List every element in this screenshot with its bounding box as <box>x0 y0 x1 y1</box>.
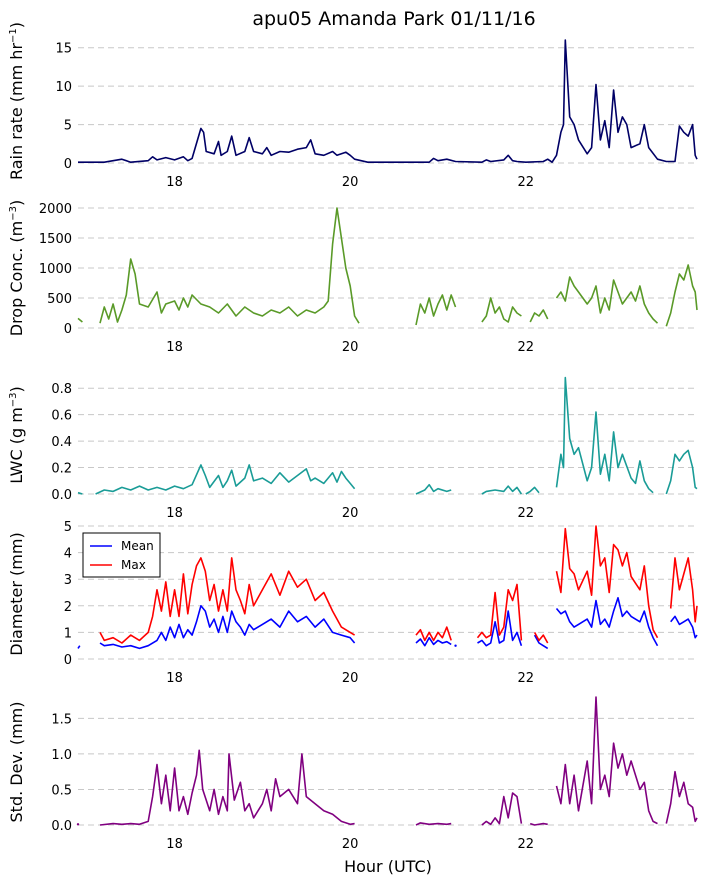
series-line-drop_conc <box>555 276 659 324</box>
series-point <box>454 644 457 647</box>
panel-3: 0.0 0.2 0.4 0.6 0.8 18 20 22 LWC (g m−3) <box>7 376 698 521</box>
series-line-mean <box>415 636 452 647</box>
series-line-std_dev <box>665 770 698 824</box>
y-tick-label: 0.2 <box>51 462 72 477</box>
series-line-max <box>555 525 659 639</box>
y-tick-label: 0.0 <box>51 819 72 834</box>
x-tick-label: 18 <box>166 175 183 190</box>
x-tick-label: 18 <box>166 671 183 686</box>
series-point <box>76 823 80 826</box>
y-axis-label: Std. Dev. (mm) <box>7 702 26 823</box>
y-tick-label: 1000 <box>39 262 72 277</box>
panel-2: 0 500 1000 1500 2000 18 20 22 Drop Conc. (m−3) <box>7 200 698 355</box>
legend-label: Mean <box>121 539 154 553</box>
y-tick-label: 0 <box>64 157 72 172</box>
series-line-std_dev <box>99 749 355 826</box>
y-tick-label: 5 <box>64 520 72 535</box>
legend-label: Max <box>121 558 146 572</box>
series-line-mean <box>77 645 81 649</box>
x-tick-label: 22 <box>518 340 535 355</box>
x-tick-label: 22 <box>518 506 535 521</box>
series-line-lwc <box>555 376 654 494</box>
x-tick-label: 20 <box>342 506 359 521</box>
y-tick-label: 1500 <box>39 232 72 247</box>
x-tick-label: 18 <box>166 340 183 355</box>
series-line-lwc <box>525 486 540 495</box>
y-tick-label: 1.0 <box>51 748 72 763</box>
series-line-mean <box>533 634 549 650</box>
y-tick-label: 4 <box>64 547 72 562</box>
series-line-mean <box>99 605 356 650</box>
y-tick-label: 2000 <box>39 202 72 217</box>
series-line-rain_rate <box>78 39 698 163</box>
series-line-mean <box>477 610 523 647</box>
legend-box <box>82 532 161 578</box>
series-line-drop_conc <box>99 207 360 324</box>
x-tick-label: 18 <box>166 837 183 852</box>
x-tick-label: 20 <box>342 340 359 355</box>
y-axis-label: Diameter (mm) <box>7 532 26 655</box>
x-axis-label: Hour (UTC) <box>344 857 432 876</box>
legend: Mean Max <box>82 532 161 578</box>
panel-1: 0 5 10 15 18 20 22 Rain rate (mm hr−1) <box>7 22 698 190</box>
x-tick-label: 22 <box>518 671 535 686</box>
y-tick-label: 0.6 <box>51 409 72 424</box>
y-tick-label: 0 <box>64 653 72 668</box>
y-tick-label: 0 <box>64 322 72 337</box>
y-tick-label: 0.8 <box>51 382 72 397</box>
series-line-max <box>99 557 356 644</box>
series-line-max <box>533 632 549 644</box>
series-line-std_dev <box>415 822 452 826</box>
series-line-std_dev <box>481 792 523 826</box>
y-tick-label: 2 <box>64 600 72 615</box>
y-axis-label: Drop Conc. (m−3) <box>7 200 26 336</box>
y-tick-label: 5 <box>64 119 72 134</box>
y-tick-label: 0.0 <box>51 488 72 503</box>
x-tick-label: 20 <box>342 837 359 852</box>
series-line-drop_conc <box>77 317 83 323</box>
series-line-drop_conc <box>665 264 698 327</box>
y-tick-label: 10 <box>55 80 72 95</box>
series-line-std_dev <box>529 822 548 826</box>
x-tick-label: 22 <box>518 837 535 852</box>
x-tick-label: 20 <box>342 175 359 190</box>
panel-5: 0.0 0.5 1.0 1.5 18 20 22 Std. Dev. (mm) <box>7 696 698 852</box>
series-line-max <box>669 557 698 623</box>
series-line-mean <box>670 615 698 639</box>
figure-title: apu05 Amanda Park 01/11/16 <box>252 8 535 30</box>
y-tick-label: 1.5 <box>51 712 72 727</box>
x-tick-label: 22 <box>518 175 535 190</box>
y-tick-label: 3 <box>64 573 72 588</box>
y-tick-label: 1 <box>64 626 72 641</box>
y-axis-label: LWC (g m−3) <box>7 386 26 484</box>
series-line-drop_conc <box>481 297 522 323</box>
series-line-mean <box>555 597 659 647</box>
series-line-drop_conc <box>415 294 457 326</box>
y-tick-label: 15 <box>55 42 72 57</box>
x-tick-label: 18 <box>166 506 183 521</box>
y-tick-label: 0.5 <box>51 783 72 798</box>
panel-4: 0 1 2 3 4 5 18 20 22 Diameter (mm) Mean Max <box>7 520 698 686</box>
series-line-lwc <box>665 449 698 495</box>
series-line-std_dev <box>555 696 658 825</box>
series-line-max <box>415 626 452 642</box>
y-tick-label: 500 <box>47 292 72 307</box>
y-tick-label: 0.4 <box>51 435 72 450</box>
y-axis-label: Rain rate (mm hr−1) <box>7 22 26 180</box>
series-line-lwc <box>77 491 83 495</box>
series-line-lwc <box>95 464 356 495</box>
series-line-max <box>476 583 523 641</box>
x-tick-label: 20 <box>342 671 359 686</box>
series-line-lwc <box>481 485 523 495</box>
series-line-lwc <box>415 483 452 495</box>
series-line-drop_conc <box>529 309 549 323</box>
